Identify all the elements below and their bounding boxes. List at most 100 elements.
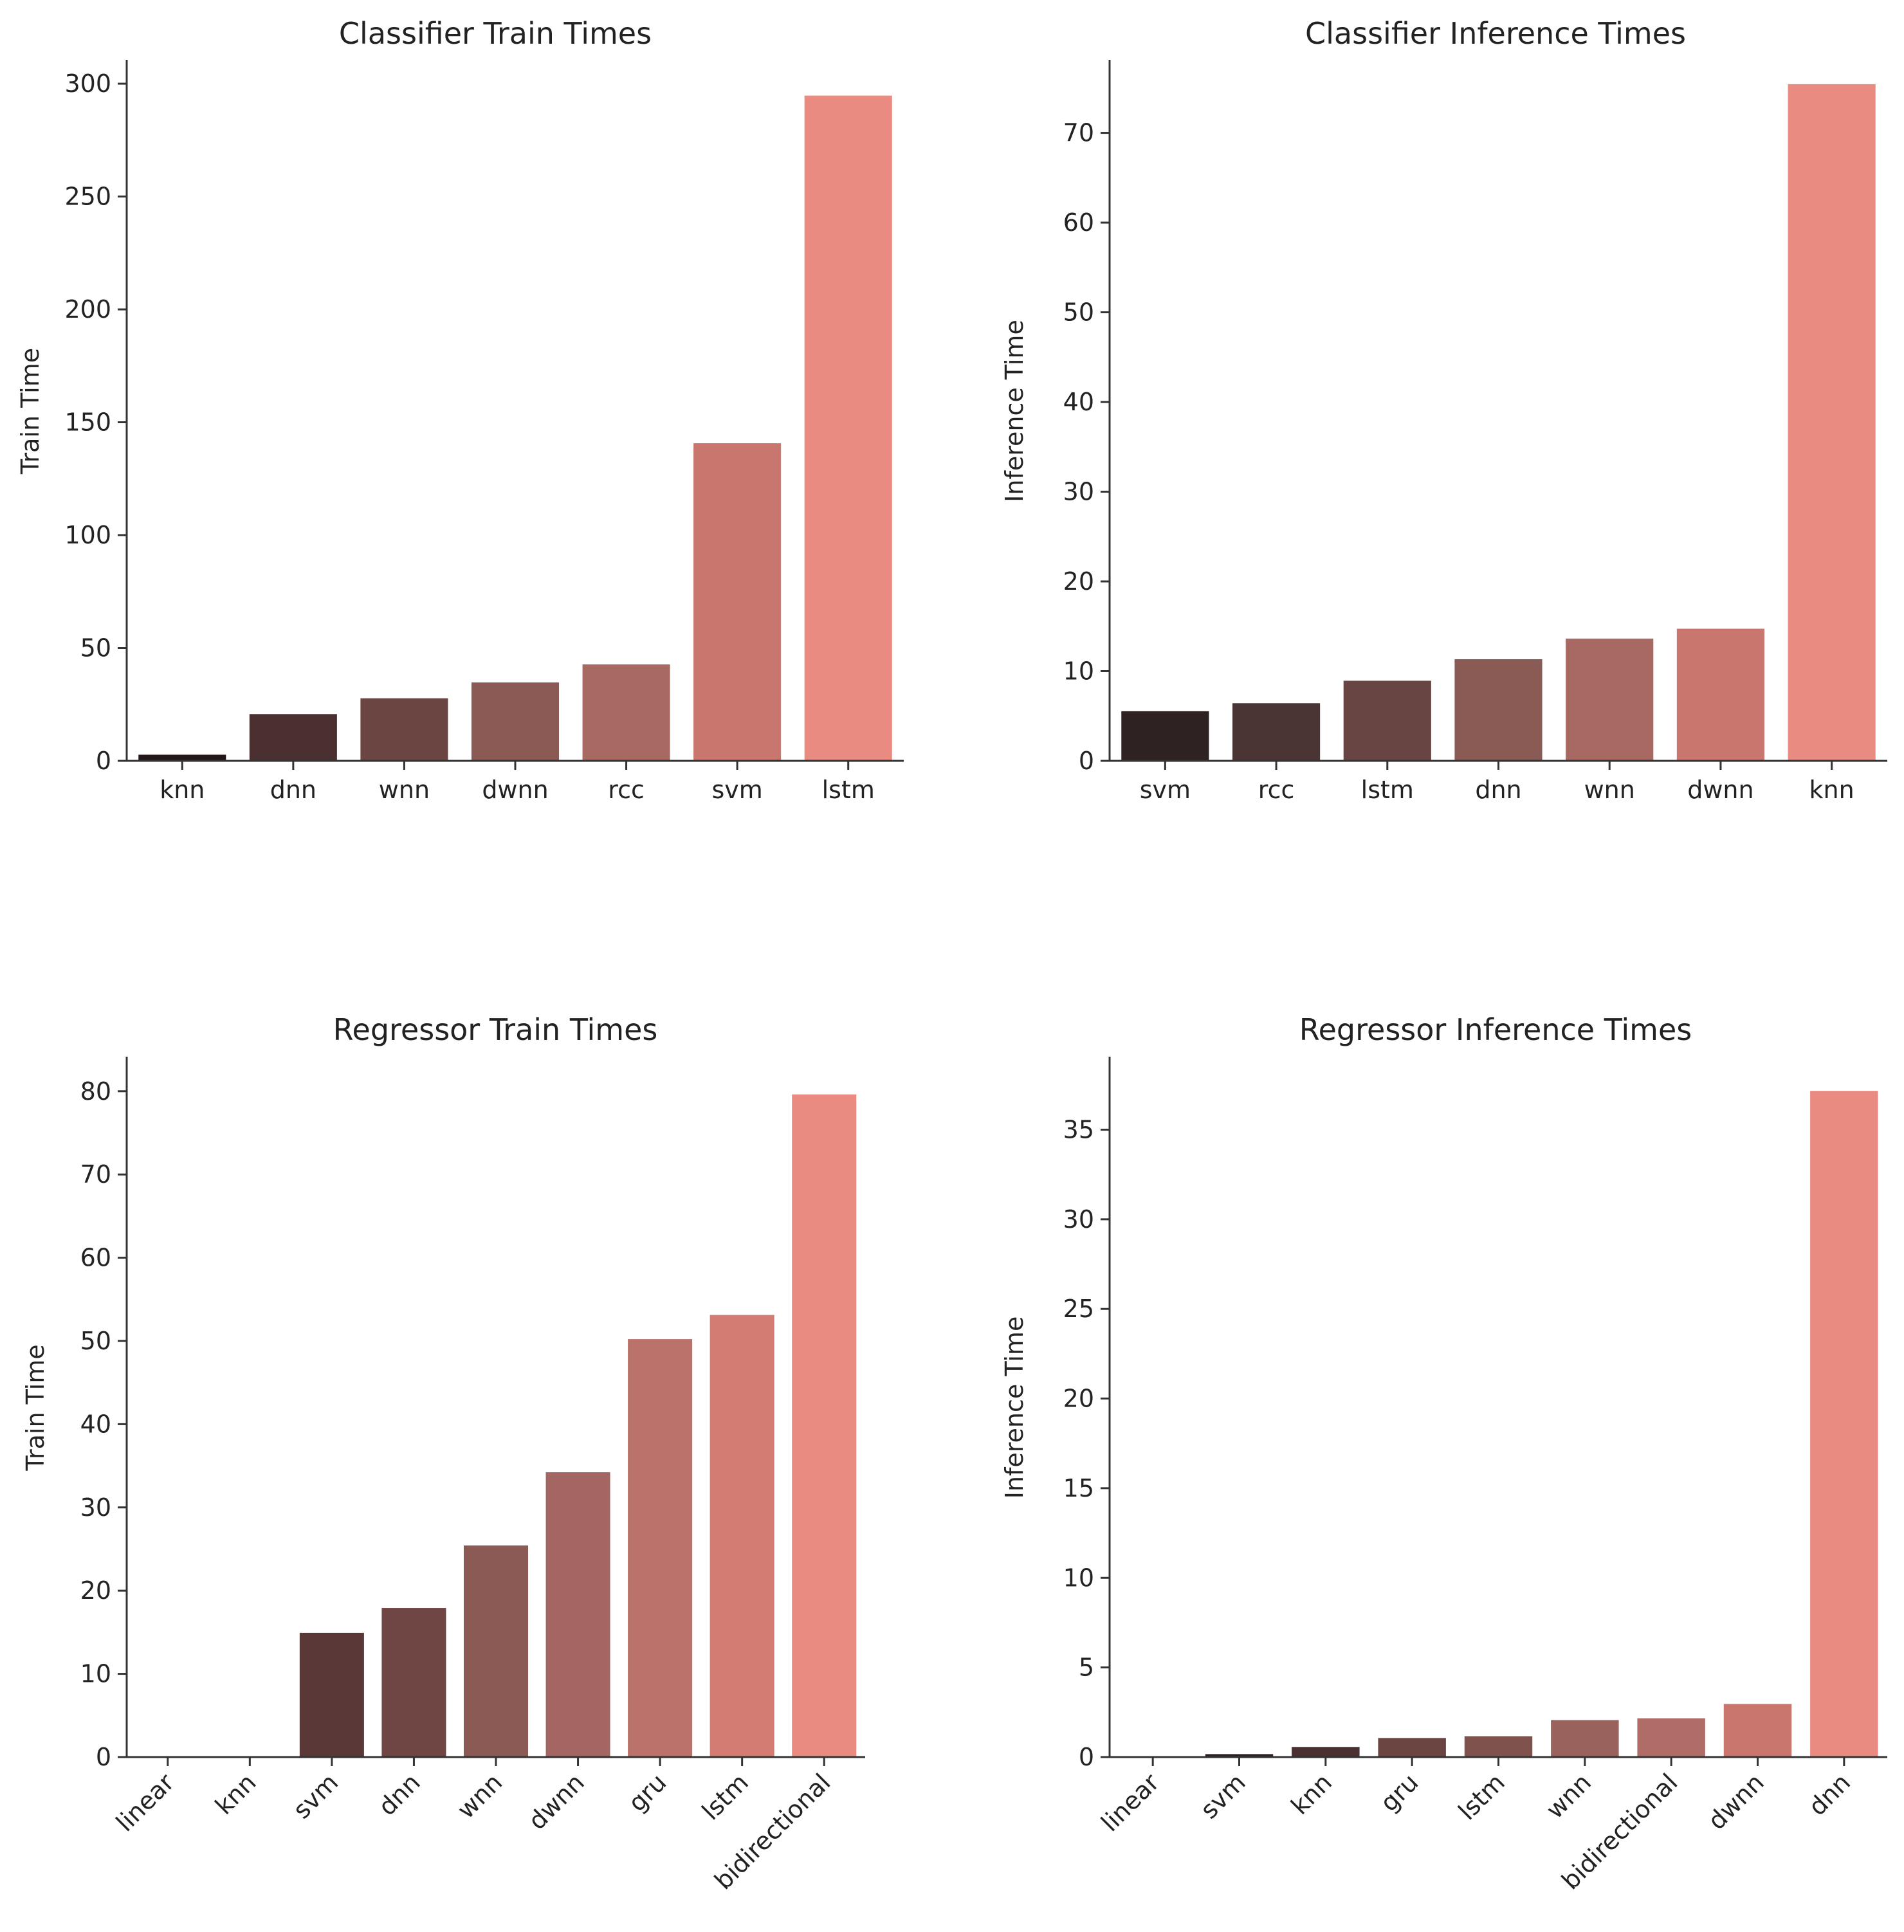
y-tick-label: 50 [1063, 298, 1094, 327]
y-tick-label: 30 [1063, 478, 1094, 506]
y-tick-label: 0 [1079, 747, 1094, 775]
bar-lstm [1342, 679, 1433, 762]
y-tick-label: 25 [1063, 1295, 1094, 1323]
bar-knn [1786, 82, 1877, 761]
x-tick-label: svm [1195, 1768, 1251, 1824]
bar-lstm [708, 1313, 776, 1758]
y-tick-label: 20 [80, 1576, 111, 1605]
x-tick-label: rcc [608, 776, 645, 804]
chart-title: Classifier Inference Times [1305, 16, 1686, 51]
bar-dnn [1453, 657, 1544, 761]
y-tick-label: 70 [80, 1160, 111, 1189]
bar-knn [1290, 1745, 1361, 1758]
bar-dnn [1809, 1089, 1880, 1758]
y-tick-label: 35 [1063, 1115, 1094, 1144]
x-tick-label: svm [711, 776, 762, 804]
y-tick-label: 80 [80, 1077, 111, 1106]
bar-dwnn [470, 681, 561, 761]
x-tick-label: dwnn [482, 776, 548, 804]
y-tick-label: 0 [1079, 1743, 1094, 1771]
x-tick-label: dwnn [523, 1768, 590, 1835]
x-tick-label: dnn [270, 776, 316, 804]
x-tick-label: knn [210, 1768, 262, 1820]
y-tick-label: 5 [1079, 1654, 1094, 1682]
y-tick-label: 60 [1063, 208, 1094, 237]
x-tick-label: knn [160, 776, 205, 804]
x-tick-label: linear [111, 1768, 179, 1837]
bar-dnn [380, 1607, 448, 1758]
y-axis-label: Train Time [21, 1344, 50, 1471]
y-tick-label: 0 [96, 1743, 111, 1771]
y-tick-label: 0 [96, 747, 111, 775]
chart-title: Regressor Train Times [333, 1012, 658, 1047]
bar-gru [1377, 1736, 1447, 1758]
bar-bidirectional [791, 1093, 858, 1758]
bar-gru [627, 1338, 694, 1758]
x-tick-label: dnn [1803, 1768, 1856, 1821]
x-tick-label: dnn [373, 1768, 426, 1821]
bar-rcc [581, 663, 672, 761]
x-tick-label: dnn [1475, 776, 1521, 804]
y-axis-label: Inference Time [1000, 1317, 1029, 1499]
x-tick-label: dwnn [1687, 776, 1753, 804]
x-tick-label: gru [623, 1768, 672, 1817]
x-tick-label: wnn [1541, 1768, 1597, 1824]
x-tick-label: lstm [697, 1768, 754, 1825]
bar-rcc [1231, 702, 1322, 762]
y-tick-label: 40 [80, 1410, 111, 1438]
x-tick-label: lstm [822, 776, 875, 804]
chart-panel-1: Classifier Train Times Train Time 0 50 100 15… [16, 16, 904, 804]
x-tick-label: svm [288, 1768, 343, 1824]
y-tick-label: 15 [1063, 1474, 1094, 1502]
x-tick-label: wnn [452, 1768, 508, 1824]
y-tick-label: 50 [80, 634, 111, 662]
y-tick-label: 200 [64, 295, 111, 324]
bar-svm [692, 442, 783, 761]
x-tick-label: knn [1809, 776, 1854, 804]
bar-lstm [1463, 1735, 1534, 1758]
chart-panel-2: Classifier Inference Times Inference Time… [1000, 16, 1887, 804]
x-tick-label: dwnn [1703, 1768, 1770, 1835]
y-tick-label: 10 [80, 1660, 111, 1688]
x-tick-label: rcc [1258, 776, 1295, 804]
chart-panel-3: Regressor Train Times Train Time 0 10 20 30 40… [21, 1012, 865, 1895]
x-tick-label: linear [1095, 1768, 1164, 1837]
y-tick-label: 150 [64, 408, 111, 437]
bar-wnn [1564, 637, 1655, 762]
x-tick-label: svm [1140, 776, 1191, 804]
y-tick-label: 250 [64, 183, 111, 211]
y-tick-label: 70 [1063, 119, 1094, 147]
y-tick-label: 100 [64, 521, 111, 549]
chart-title: Classifier Train Times [339, 16, 652, 51]
bar-wnn [1550, 1718, 1620, 1758]
y-tick-label: 10 [1063, 1563, 1094, 1592]
y-tick-label: 20 [1063, 567, 1094, 596]
bar-dnn [248, 713, 338, 761]
bar-lstm [803, 94, 893, 762]
y-tick-label: 300 [64, 69, 111, 98]
bar-svm [1120, 709, 1211, 762]
x-tick-label: knn [1285, 1768, 1337, 1820]
chart-title: Regressor Inference Times [1299, 1012, 1692, 1047]
y-tick-label: 20 [1063, 1385, 1094, 1413]
x-tick-label: lstm [1361, 776, 1414, 804]
bar-dwnn [1675, 627, 1766, 761]
bar-bidirectional [1636, 1717, 1707, 1758]
y-tick-label: 40 [1063, 388, 1094, 416]
x-tick-label: gru [1375, 1768, 1423, 1817]
chart-panel-4: Regressor Inference Times Inference Time 0… [1000, 1012, 1887, 1895]
x-tick-label: lstm [1453, 1768, 1510, 1825]
x-tick-label: wnn [1584, 776, 1635, 804]
y-axis-label: Inference Time [1000, 320, 1029, 502]
bar-dwnn [1722, 1702, 1793, 1758]
y-tick-label: 50 [80, 1327, 111, 1355]
y-tick-label: 30 [80, 1493, 111, 1522]
bar-wnn [359, 697, 450, 761]
bar-dwnn [544, 1471, 612, 1758]
bar-wnn [462, 1544, 530, 1758]
y-tick-label: 30 [1063, 1205, 1094, 1234]
bar-svm [298, 1631, 365, 1758]
bar-knn [137, 753, 228, 761]
y-tick-label: 10 [1063, 657, 1094, 686]
